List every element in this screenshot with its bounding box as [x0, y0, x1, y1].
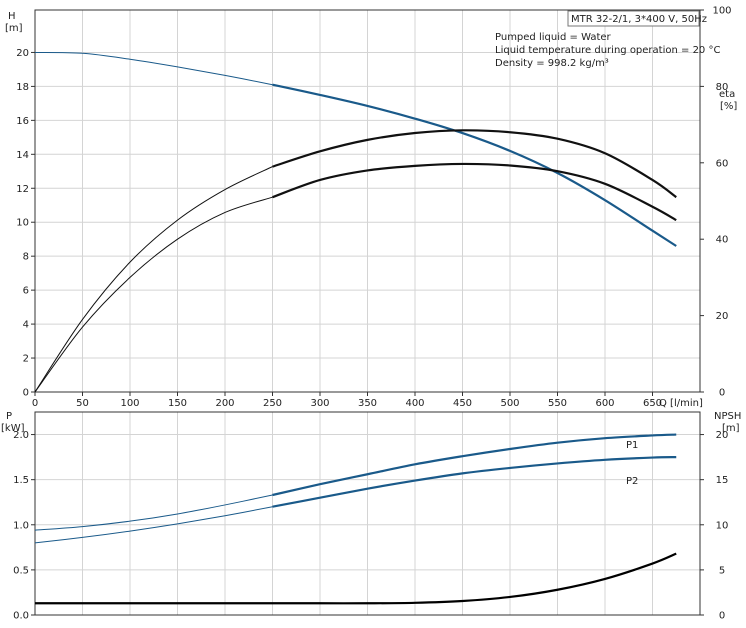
q-axis-tick-label: 450 — [453, 398, 472, 409]
info-line-density: Density = 998.2 kg/m³ — [495, 58, 609, 69]
h-axis-tick-label: 10 — [16, 218, 29, 229]
curve-eta-upper — [272, 129, 677, 199]
q-axis-tick-label: 350 — [358, 398, 377, 409]
h-axis-tick-label: 4 — [23, 320, 29, 331]
h-axis-tick-label: 14 — [16, 150, 29, 161]
curve-p2 — [272, 456, 677, 508]
curve-p1-extended-range — [34, 494, 273, 531]
info-line-pumped-liquid: Pumped liquid = Water — [495, 32, 612, 43]
curve-p1 — [272, 433, 677, 497]
series-label-p2: P2 — [626, 476, 638, 487]
curve-h — [272, 83, 677, 247]
bottom-right-axis-unit: [m] — [722, 423, 740, 434]
x-axis-title: Q [l/min] — [659, 398, 703, 409]
series-curves — [34, 51, 677, 605]
pump-info-box: MTR 32-2/1, 3*400 V, 50Hz Pumped liquid … — [495, 10, 720, 69]
eta-axis-tick-label: 40 — [716, 235, 729, 246]
q-axis-tick-label: 200 — [215, 398, 234, 409]
q-axis-tick-label: 100 — [120, 398, 139, 409]
bottom-plot-frame — [34, 411, 701, 616]
curve-eta-lower — [272, 162, 677, 222]
p-axis-tick-label: 1.5 — [13, 475, 29, 486]
q-axis-tick-label: 500 — [500, 398, 519, 409]
q-axis-tick-label: 550 — [548, 398, 567, 409]
curve-npsh — [34, 552, 677, 605]
eta-axis-tick-label: 20 — [716, 311, 729, 322]
bottom-left-axis-unit: [kW] — [1, 423, 25, 434]
h-axis-tick-label: 20 — [16, 48, 29, 59]
top-right-axis-unit: [%] — [720, 101, 737, 112]
eta-axis-tick-label: 0 — [719, 388, 725, 399]
h-axis-tick-label: 0 — [23, 388, 29, 399]
curve-p2-extended-range — [34, 506, 273, 544]
npsh-axis-tick-label: 20 — [716, 430, 729, 441]
npsh-axis-tick-label: 0 — [719, 611, 725, 622]
eta-axis-tick-label: 80 — [716, 82, 729, 93]
h-axis-tick-label: 8 — [23, 252, 29, 263]
h-axis-tick-label: 2 — [23, 354, 29, 365]
top-left-axis-unit: [m] — [5, 23, 23, 34]
q-axis-tick-label: 300 — [310, 398, 329, 409]
q-axis-tick-label: 400 — [405, 398, 424, 409]
h-axis-tick-label: 12 — [16, 184, 29, 195]
q-axis-tick-label: 50 — [76, 398, 89, 409]
model-label: MTR 32-2/1, 3*400 V, 50Hz — [571, 14, 707, 25]
model-label-box — [567, 10, 700, 27]
p-axis-tick-label: 0.5 — [13, 565, 29, 576]
h-axis-tick-label: 6 — [23, 286, 29, 297]
h-axis-tick-label: 18 — [16, 82, 29, 93]
bottom-plot-tick-labels: 0.0 0.5 1.0 1.5 2.0 0 5 10 15 20 — [13, 430, 728, 621]
curve-h-extended-range — [34, 51, 273, 86]
p-axis-tick-label: 1.0 — [13, 520, 29, 531]
p-axis-tick-label: 0.0 — [13, 611, 29, 622]
bottom-plot-grid — [35, 412, 700, 615]
npsh-axis-tick-label: 10 — [716, 520, 729, 531]
npsh-axis-tick-label: 5 — [719, 565, 725, 576]
eta-axis-tick-label: 60 — [716, 158, 729, 169]
q-axis-tick-label: 0 — [32, 398, 38, 409]
top-plot-grid — [35, 10, 700, 392]
curve-eta-lower-extended-range — [34, 196, 273, 393]
bottom-left-axis-title: P — [6, 411, 12, 422]
top-left-axis-title: H — [8, 11, 16, 22]
curve-eta-upper-extended-range — [34, 166, 273, 393]
top-right-axis-title: eta — [719, 89, 735, 100]
eta-axis-tick-label: 100 — [712, 6, 731, 17]
q-axis-tick-label: 600 — [595, 398, 614, 409]
q-axis-tick-label: 150 — [168, 398, 187, 409]
h-axis-tick-label: 16 — [16, 116, 29, 127]
bottom-right-axis-title: NPSH — [714, 411, 741, 422]
npsh-axis-tick-label: 15 — [716, 475, 729, 486]
p-axis-tick-label: 2.0 — [13, 430, 29, 441]
q-axis-tick-label: 650 — [643, 398, 662, 409]
series-label-p1: P1 — [626, 440, 638, 451]
q-axis-tick-label: 250 — [263, 398, 282, 409]
info-line-liquid-temperature: Liquid temperature during operation = 20… — [495, 45, 720, 56]
